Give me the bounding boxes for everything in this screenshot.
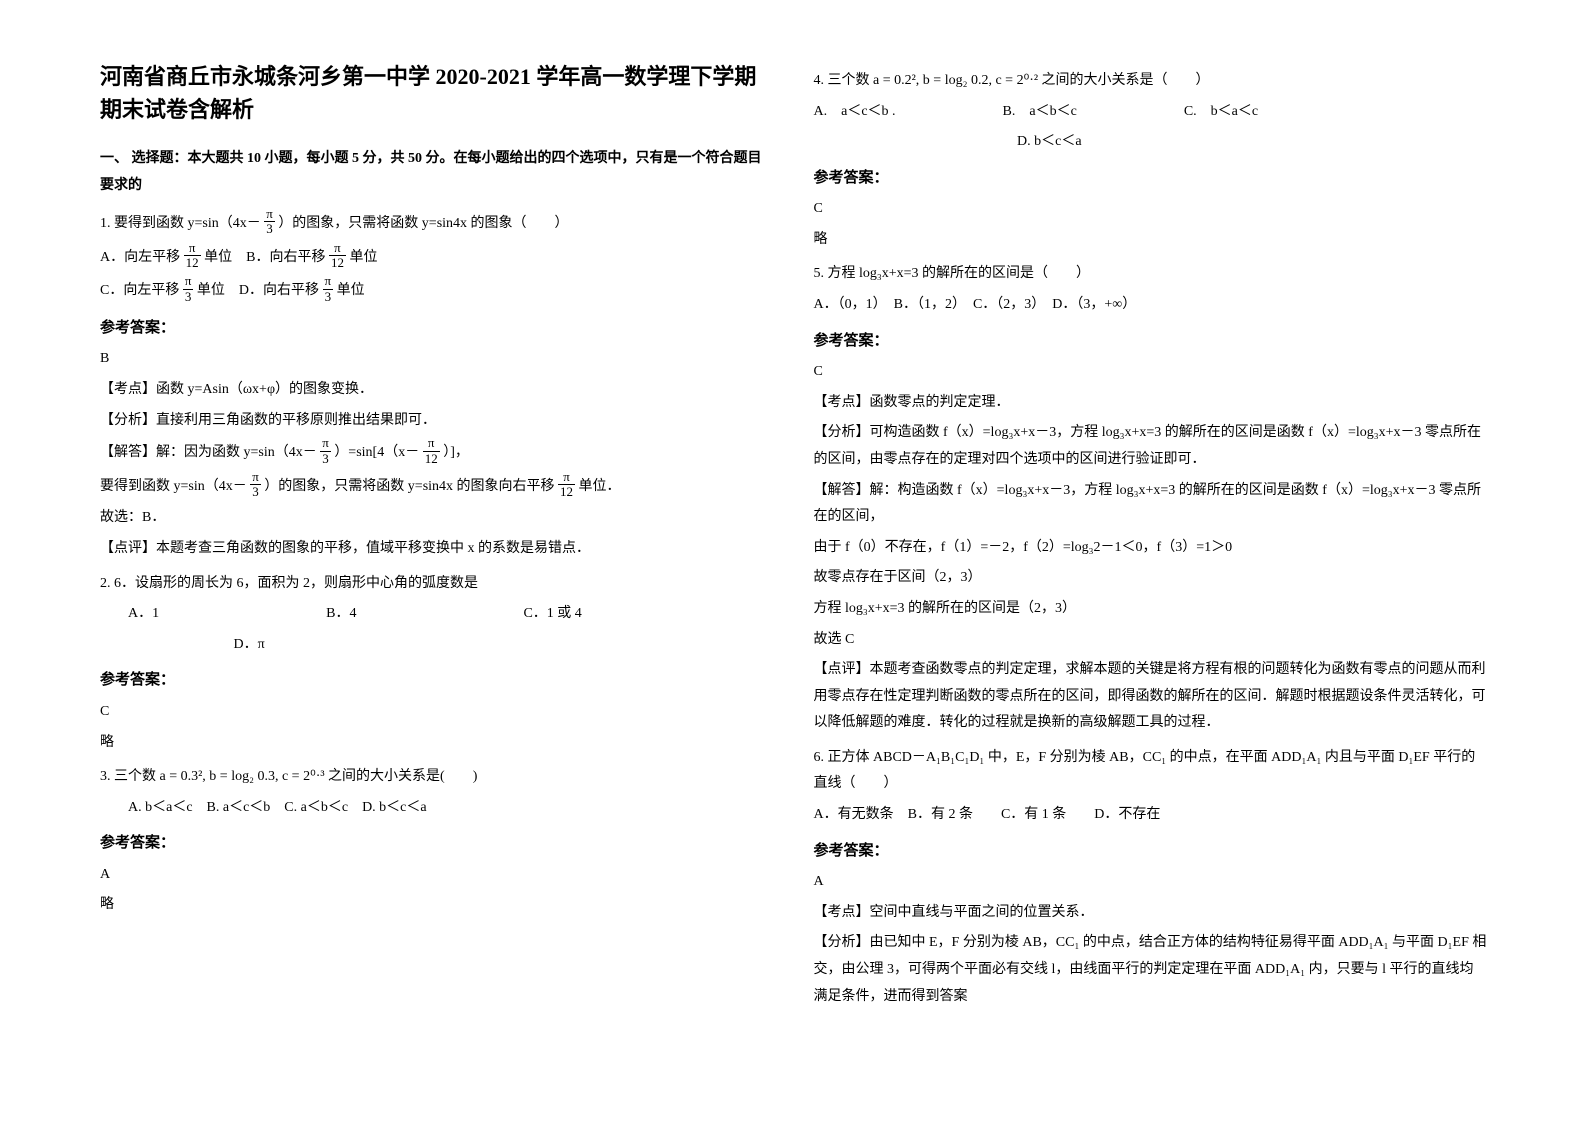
q5-jieda3: 故零点存在于区间（2，3） <box>814 565 1488 592</box>
q1-stem-prefix: 1. 要得到函数 y=sin（4x－ <box>100 216 261 231</box>
q6-stem: 6. 正方体 ABCD－A₁B₁C₁D₁ 中，E，F 分别为棱 AB，CC₁ 的… <box>814 745 1488 798</box>
q2-answer-label: 参考答案： <box>100 666 774 695</box>
q1-jieda-mid: ）=sin[4（x－ <box>334 445 419 460</box>
q1-answer: B <box>100 346 774 373</box>
q5-kaodian: 【考点】函数零点的判定定理． <box>814 390 1488 417</box>
fraction-pi-12: π12 <box>329 241 346 271</box>
document-title: 河南省商丘市永城条河乡第一中学 2020-2021 学年高一数学理下学期期末试卷… <box>100 60 774 126</box>
q5-fenxi: 【分析】可构造函数 f（x）=log₃x+x－3，方程 log₃x+x=3 的解… <box>814 420 1488 473</box>
question-6: 6. 正方体 ABCD－A₁B₁C₁D₁ 中，E，F 分别为棱 AB，CC₁ 的… <box>814 745 1488 1010</box>
question-5: 5. 方程 log₃x+x=3 的解所在的区间是（ ） A．（0，1） B．（1… <box>814 261 1488 736</box>
q3-answer: A <box>100 862 774 889</box>
fraction-pi-12: π12 <box>423 436 440 466</box>
q4-option-b: B. a＜b＜c <box>1003 104 1077 119</box>
q1-jieda-prefix: 【解答】解：因为函数 y=sin（4x－ <box>100 445 317 460</box>
fraction-pi-12: π12 <box>558 470 575 500</box>
q6-answer: A <box>814 869 1488 896</box>
q1-fenxi: 【分析】直接利用三角函数的平移原则推出结果即可． <box>100 408 774 435</box>
fraction-pi-3: π3 <box>264 207 275 237</box>
q2-option-c: C．1 或 4 <box>523 606 581 621</box>
q1-jieda2-mid: ）的图象，只需将函数 y=sin4x 的图象向右平移 <box>264 479 554 494</box>
fraction-pi-12: π12 <box>184 241 201 271</box>
q6-fenxi: 【分析】由已知中 E，F 分别为棱 AB，CC₁ 的中点，结合正方体的结构特征易… <box>814 930 1488 1010</box>
q4-option-a: A. a＜c＜b . <box>814 104 896 119</box>
q2-option-a: A．1 <box>128 606 159 621</box>
q1-dianping: 【点评】本题考查三角函数的图象的平移，值域平移变换中 x 的系数是易错点． <box>100 536 774 563</box>
q4-option-c: C. b＜a＜c <box>1184 104 1258 119</box>
q2-lue: 略 <box>100 730 774 757</box>
q1-option-c-prefix: C．向左平移 <box>100 283 179 298</box>
q6-answer-label: 参考答案： <box>814 837 1488 866</box>
fraction-pi-3: π3 <box>323 274 334 304</box>
q1-jieda2-suffix: 单位． <box>579 479 621 494</box>
right-column: 4. 三个数 a = 0.2², b = log₂ 0.2, c = 2⁰·² … <box>794 60 1508 1062</box>
section-1-header: 一、 选择题：本大题共 10 小题，每小题 5 分，共 50 分。在每小题给出的… <box>100 146 774 199</box>
q2-stem: 2. 6．设扇形的周长为 6，面积为 2，则扇形中心角的弧度数是 <box>100 571 774 598</box>
fraction-pi-3: π3 <box>320 436 331 466</box>
q1-option-a-suffix: 单位 <box>204 250 232 265</box>
q5-jieda2: 由于 f（0）不存在，f（1）=－2，f（2）=log₃2－1＜0，f（3）=1… <box>814 535 1488 562</box>
q1-answer-label: 参考答案： <box>100 314 774 343</box>
q3-answer-label: 参考答案： <box>100 829 774 858</box>
q2-answer: C <box>100 699 774 726</box>
fraction-pi-3: π3 <box>250 470 261 500</box>
q5-jieda4: 方程 log₃x+x=3 的解所在的区间是（2，3） <box>814 596 1488 623</box>
q1-option-d-prefix: D．向右平移 <box>239 283 319 298</box>
question-4: 4. 三个数 a = 0.2², b = log₂ 0.2, c = 2⁰·² … <box>814 68 1488 253</box>
q5-stem: 5. 方程 log₃x+x=3 的解所在的区间是（ ） <box>814 261 1488 288</box>
question-3: 3. 三个数 a = 0.3², b = log₂ 0.3, c = 2⁰·³ … <box>100 764 774 919</box>
q2-option-b: B．4 <box>326 606 356 621</box>
q6-options: A．有无数条 B．有 2 条 C．有 1 条 D．不存在 <box>814 802 1488 829</box>
q4-option-d: D. b＜c＜a <box>1017 134 1082 149</box>
fraction-pi-3: π3 <box>183 274 194 304</box>
q6-kaodian: 【考点】空间中直线与平面之间的位置关系． <box>814 900 1488 927</box>
q4-answer: C <box>814 196 1488 223</box>
q1-kaodian: 【考点】函数 y=Asin（ωx+φ）的图象变换． <box>100 377 774 404</box>
q5-answer-label: 参考答案： <box>814 327 1488 356</box>
q5-dianping: 【点评】本题考查函数零点的判定定理，求解本题的关键是将方程有根的问题转化为函数有… <box>814 657 1488 737</box>
q5-answer: C <box>814 359 1488 386</box>
q1-guxuan: 故选：B． <box>100 505 774 532</box>
question-1: 1. 要得到函数 y=sin（4x－ π3 ）的图象，只需将函数 y=sin4x… <box>100 209 774 562</box>
q1-option-b-prefix: B．向右平移 <box>246 250 325 265</box>
q1-stem-suffix: ）的图象，只需将函数 y=sin4x 的图象（ ） <box>278 216 568 231</box>
q4-answer-label: 参考答案： <box>814 164 1488 193</box>
q5-gx: 故选 C <box>814 627 1488 654</box>
q5-options: A．（0，1） B．（1，2） C．（2，3） D．（3，+∞） <box>814 292 1488 319</box>
question-2: 2. 6．设扇形的周长为 6，面积为 2，则扇形中心角的弧度数是 A．1 B．4… <box>100 571 774 756</box>
q1-jieda2-prefix: 要得到函数 y=sin（4x－ <box>100 479 247 494</box>
left-column: 河南省商丘市永城条河乡第一中学 2020-2021 学年高一数学理下学期期末试卷… <box>80 60 794 1062</box>
q1-option-c-suffix: 单位 <box>197 283 225 298</box>
q2-option-d: D．π <box>234 637 265 652</box>
q1-option-d-suffix: 单位 <box>337 283 365 298</box>
q3-stem: 3. 三个数 a = 0.3², b = log₂ 0.3, c = 2⁰·³ … <box>100 764 774 791</box>
q4-stem: 4. 三个数 a = 0.2², b = log₂ 0.2, c = 2⁰·² … <box>814 68 1488 95</box>
q1-jieda-suffix: ）]， <box>443 445 469 460</box>
q1-option-a-prefix: A．向左平移 <box>100 250 180 265</box>
q5-jieda1: 【解答】解：构造函数 f（x）=log₃x+x－3，方程 log₃x+x=3 的… <box>814 478 1488 531</box>
q1-option-b-suffix: 单位 <box>349 250 377 265</box>
q3-lue: 略 <box>100 892 774 919</box>
q4-lue: 略 <box>814 227 1488 254</box>
q3-options: A. b＜a＜c B. a＜c＜b C. a＜b＜c D. b＜c＜a <box>100 795 774 822</box>
